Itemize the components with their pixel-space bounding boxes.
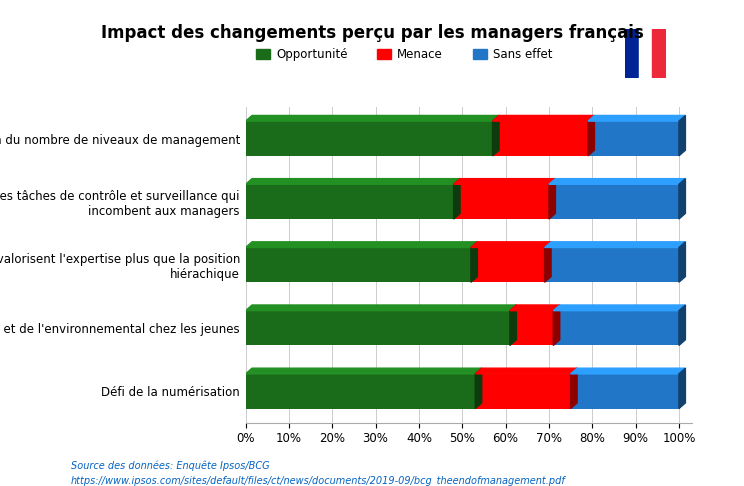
- Polygon shape: [246, 305, 516, 311]
- Bar: [246, 184, 454, 219]
- Polygon shape: [475, 368, 577, 374]
- Polygon shape: [588, 116, 594, 156]
- Bar: [246, 247, 471, 282]
- Polygon shape: [246, 368, 481, 374]
- Polygon shape: [493, 116, 499, 156]
- Polygon shape: [679, 305, 685, 346]
- Polygon shape: [679, 242, 685, 282]
- Polygon shape: [549, 179, 685, 184]
- Bar: [638, 29, 652, 78]
- Polygon shape: [471, 242, 551, 247]
- Text: Source des données: Enquête Ipsos/BCG: Source des données: Enquête Ipsos/BCG: [71, 461, 269, 471]
- Polygon shape: [545, 242, 685, 247]
- Polygon shape: [510, 305, 559, 311]
- Bar: [454, 184, 549, 219]
- Polygon shape: [679, 116, 685, 156]
- Polygon shape: [454, 179, 556, 184]
- Text: Impact des changements perçu par les managers français: Impact des changements perçu par les man…: [100, 24, 644, 42]
- Polygon shape: [679, 368, 685, 409]
- Polygon shape: [554, 305, 685, 311]
- Polygon shape: [554, 305, 559, 346]
- Polygon shape: [588, 116, 685, 121]
- Polygon shape: [510, 305, 516, 346]
- Polygon shape: [549, 179, 556, 219]
- Bar: [588, 121, 679, 156]
- Polygon shape: [571, 368, 577, 409]
- Bar: [545, 247, 679, 282]
- Polygon shape: [475, 368, 481, 409]
- Bar: [554, 311, 679, 346]
- Polygon shape: [246, 242, 478, 247]
- Polygon shape: [571, 368, 685, 374]
- Bar: [493, 121, 588, 156]
- Bar: [625, 29, 638, 78]
- Bar: [549, 184, 679, 219]
- Bar: [652, 29, 666, 78]
- Bar: [471, 247, 545, 282]
- Bar: [571, 374, 679, 409]
- Bar: [510, 311, 554, 346]
- Polygon shape: [679, 179, 685, 219]
- Polygon shape: [493, 116, 594, 121]
- Text: https://www.ipsos.com/sites/default/files/ct/news/documents/2019-09/bcg_theendof: https://www.ipsos.com/sites/default/file…: [71, 475, 565, 486]
- Polygon shape: [246, 179, 460, 184]
- Bar: [246, 374, 475, 409]
- Legend: Opportunité, Menace, Sans effet: Opportunité, Menace, Sans effet: [251, 43, 557, 66]
- Bar: [475, 374, 571, 409]
- Polygon shape: [246, 116, 499, 121]
- Bar: [246, 311, 510, 346]
- Polygon shape: [545, 242, 551, 282]
- Polygon shape: [454, 179, 460, 219]
- Bar: [246, 121, 493, 156]
- Polygon shape: [471, 242, 478, 282]
